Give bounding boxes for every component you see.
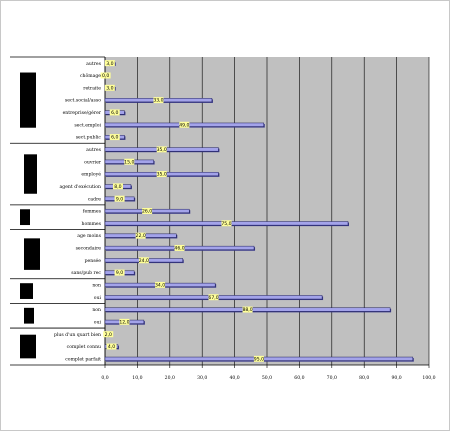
data-label: 8,0 xyxy=(114,184,121,190)
x-tick-label: 90,0 xyxy=(391,375,401,381)
data-label-bg xyxy=(208,294,219,301)
data-label-bg xyxy=(103,331,114,338)
group-heading-block xyxy=(20,72,36,128)
category-label: age moins xyxy=(77,233,101,239)
category-label: sect.social/asso xyxy=(65,98,101,104)
data-label: 6,0 xyxy=(111,135,118,141)
data-label-bg xyxy=(253,355,264,362)
category-label: oui xyxy=(94,295,102,301)
data-label-bg xyxy=(174,244,185,251)
group-heading-block xyxy=(20,334,36,359)
data-label-bg xyxy=(142,208,153,214)
data-label: 75,0 xyxy=(221,221,231,227)
x-tick-label: 30,0 xyxy=(197,375,207,381)
group-heading-block xyxy=(20,283,33,299)
data-label: 26,0 xyxy=(142,209,152,215)
data-label: 24,0 xyxy=(139,258,149,264)
category-label: chômage xyxy=(80,72,101,79)
data-label-bg xyxy=(179,121,190,128)
data-label: 35,0 xyxy=(157,172,167,178)
data-label-bg xyxy=(109,134,120,141)
category-label: complet connu xyxy=(67,344,101,350)
data-label-bg xyxy=(104,60,115,67)
data-label-bg xyxy=(153,97,164,104)
data-label-bg xyxy=(138,257,149,264)
data-label: 34,0 xyxy=(155,283,165,289)
data-label: 3,0 xyxy=(106,85,113,91)
data-label: 67,0 xyxy=(208,295,218,301)
group-heading-block xyxy=(24,238,40,270)
category-label: sans/pub rec xyxy=(71,270,101,276)
group-heading-block xyxy=(24,154,37,194)
category-label: non xyxy=(92,308,101,313)
data-label-bg xyxy=(124,158,135,165)
x-tick-label: 70,0 xyxy=(327,375,337,381)
category-label: autres xyxy=(86,61,101,67)
data-label: 35,0 xyxy=(157,147,167,153)
data-label: 4,0 xyxy=(108,344,115,350)
data-label: 9,0 xyxy=(116,196,123,202)
x-tick-label: 60,0 xyxy=(294,375,304,381)
data-label: 9,0 xyxy=(116,270,123,276)
data-label: 49,0 xyxy=(179,122,189,128)
data-label: 12,0 xyxy=(119,319,129,325)
data-label-bg xyxy=(135,232,146,239)
data-label: 2,0 xyxy=(105,332,112,338)
data-label-bg xyxy=(156,171,167,178)
data-label-bg xyxy=(114,195,125,202)
data-label-bg xyxy=(100,72,111,79)
category-label: sect.emploi xyxy=(74,122,101,128)
data-label: 15,0 xyxy=(124,159,134,165)
data-label-bg xyxy=(242,306,253,313)
category-label: employé xyxy=(81,171,101,178)
category-label: non xyxy=(92,284,101,289)
data-label: 46,0 xyxy=(174,246,184,252)
category-label: autres xyxy=(86,147,101,153)
category-label: pensée xyxy=(85,257,102,264)
x-tick-label: 50,0 xyxy=(262,375,272,381)
category-label: sect.public xyxy=(76,135,102,141)
category-label: secondaire xyxy=(76,246,102,252)
group-heading-block xyxy=(24,307,34,324)
data-label-bg xyxy=(109,109,120,116)
data-label-bg xyxy=(156,146,167,153)
category-label: agent d'exécution xyxy=(60,183,102,190)
data-label-bg xyxy=(119,318,130,325)
category-label: retraite xyxy=(83,85,101,91)
x-tick-label: 40,0 xyxy=(229,375,239,381)
data-label: 6,0 xyxy=(111,110,118,116)
category-label: ouvrier xyxy=(84,159,102,165)
data-label: 3,0 xyxy=(106,61,113,67)
category-label: cadre xyxy=(88,196,101,202)
data-label: 95,0 xyxy=(254,356,264,362)
category-label: entreprise/gérer xyxy=(63,109,102,116)
data-label: 33,0 xyxy=(153,98,163,104)
data-label-bg xyxy=(155,281,166,288)
category-label: hommes xyxy=(81,221,101,227)
data-label-bg xyxy=(112,183,123,190)
x-tick-label: 20,0 xyxy=(165,375,175,381)
data-label: 22,0 xyxy=(136,233,146,239)
data-label: 0,0 xyxy=(102,73,109,79)
category-label: plus d'un quart bien xyxy=(54,332,101,338)
x-tick-label: 10,0 xyxy=(132,375,142,381)
data-label-bg xyxy=(106,343,117,350)
data-label-bg xyxy=(114,269,125,276)
group-heading-block xyxy=(20,209,30,226)
x-tick-label: 80,0 xyxy=(359,375,369,381)
category-label: oui xyxy=(94,319,102,325)
category-label: femmes xyxy=(83,209,102,215)
x-tick-label: 0,0 xyxy=(101,375,108,381)
category-label: complet parfait xyxy=(65,356,101,362)
data-label-bg xyxy=(221,220,232,227)
data-label: 88,0 xyxy=(242,307,252,313)
data-label-bg xyxy=(104,84,115,91)
x-tick-label: 100,0 xyxy=(422,375,435,381)
